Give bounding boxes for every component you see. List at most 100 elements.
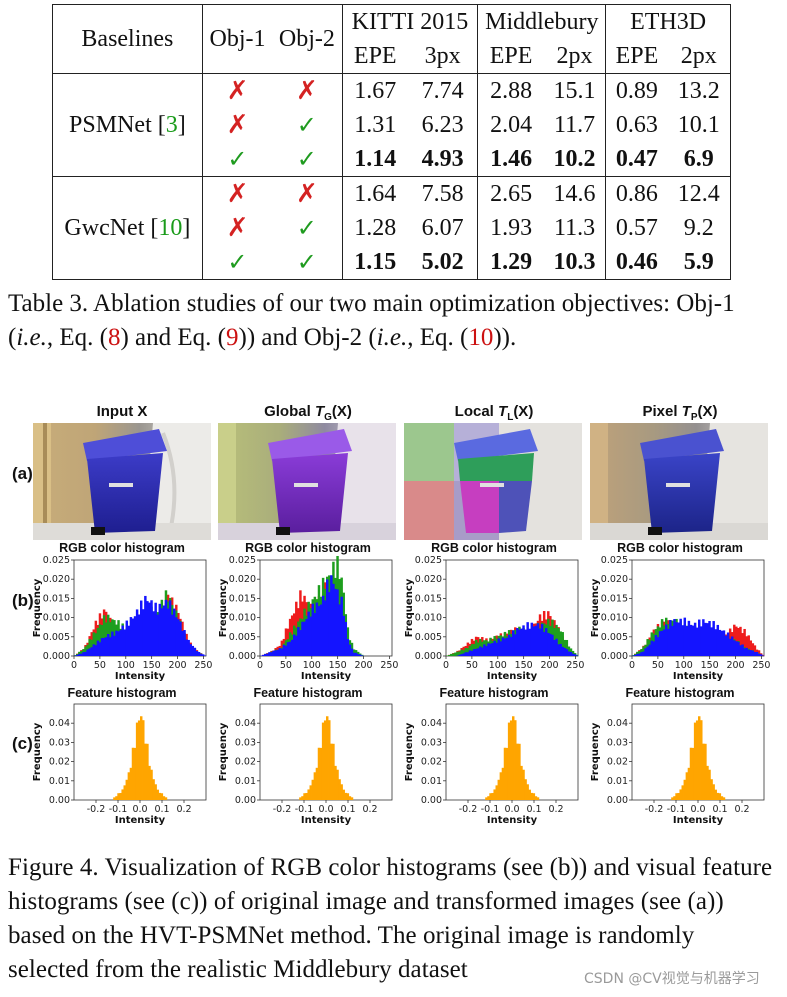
x-tick-label: 0.0: [132, 804, 147, 815]
histogram-bin: [315, 602, 319, 656]
histogram-bin: [152, 611, 155, 656]
histogram-bin: [309, 616, 312, 656]
histogram-bin: [636, 651, 639, 656]
histogram-bin: [710, 627, 713, 656]
histogram-bin: [311, 779, 315, 800]
histogram-bin: [173, 608, 176, 656]
y-tick-label: 0.015: [43, 593, 70, 604]
y-tick-label: 0.015: [601, 593, 628, 604]
histogram-bin: [561, 646, 564, 656]
y-tick-label: 0.02: [421, 757, 442, 768]
series-B: [74, 595, 207, 656]
histogram-bin: [140, 600, 143, 656]
metric-value: 0.47: [605, 142, 668, 177]
histogram-bin: [305, 793, 308, 800]
histogram-bin: [751, 650, 755, 656]
y-axis-label: Frequency: [404, 722, 415, 781]
image-global: [218, 423, 396, 540]
x-tick-label: 100: [675, 660, 693, 671]
histogram-bin: [557, 628, 560, 656]
histogram-bin: [677, 793, 680, 800]
histogram-bin: [323, 720, 327, 800]
x-tick-label: 150: [329, 660, 347, 671]
histogram-bin: [288, 641, 292, 656]
y-tick-label: 0.015: [415, 593, 442, 604]
histogram-bin: [330, 575, 333, 656]
y-tick-label: 0.020: [43, 574, 70, 585]
x-tick-label: 0: [443, 660, 449, 671]
metric-value: 11.3: [543, 211, 607, 245]
image-local: [404, 423, 582, 540]
rgb-histogram-global: 0 50 100 150 200 250 0.000 0.005 0.010 0.015 0.020…: [218, 556, 398, 682]
histogram-bin: [319, 604, 323, 656]
histogram-bin: [334, 588, 337, 656]
obj2-mark: ✓: [272, 211, 343, 245]
x-tick-label: 0: [257, 660, 263, 671]
histogram-bin: [168, 600, 172, 656]
histogram-bin: [133, 616, 137, 656]
histogram-bin: [675, 622, 678, 656]
x-tick-label: -0.2: [459, 804, 478, 815]
histogram-bin: [561, 632, 564, 656]
histogram-bin: [117, 631, 120, 656]
histogram-bin: [352, 649, 356, 656]
histogram-bin: [547, 632, 550, 656]
series-B: [456, 622, 579, 656]
y-tick-label: 0.01: [49, 776, 70, 787]
histogram-bin: [724, 635, 728, 656]
histogram-bin: [671, 625, 674, 656]
histogram-bin: [340, 784, 343, 800]
histogram-bin: [493, 789, 496, 800]
rgb-hist-title-4: RGB color histogram: [617, 541, 743, 555]
histogram-bin: [538, 628, 542, 656]
histogram-bin: [681, 625, 684, 656]
histogram-bin: [187, 639, 190, 656]
histogram-bin: [726, 632, 730, 656]
histogram-bin: [336, 589, 339, 656]
metric-value: 1.28: [354, 214, 397, 241]
y-tick-label: 0.00: [235, 795, 256, 806]
feat-hist-title-1: Feature histogram: [67, 686, 177, 700]
metric-value: 1.14: [342, 142, 408, 177]
histogram-bin: [722, 797, 726, 800]
metric-value: 7.74: [407, 73, 479, 108]
x-tick-label: -0.1: [109, 804, 128, 815]
histogram-bin: [348, 796, 352, 800]
y-tick-label: 0.020: [229, 574, 256, 585]
x-tick-label: 50: [652, 660, 664, 671]
histogram-bin: [344, 792, 348, 800]
metric-value: 9.2: [667, 211, 731, 245]
histogram-bin: [733, 640, 736, 656]
histogram-bin: [195, 650, 199, 656]
histogram-bin: [472, 649, 476, 656]
histogram-bin: [499, 641, 503, 656]
header-metric: EPE: [342, 39, 408, 74]
y-axis-label: Frequency: [32, 578, 43, 637]
y-tick-label: 0.025: [229, 556, 256, 566]
histogram-bin: [280, 648, 284, 656]
x-tick-label: 250: [752, 660, 770, 671]
histogram-bin: [162, 605, 166, 656]
histogram-bin: [125, 779, 129, 800]
histogram-bin: [520, 765, 523, 800]
x-tick-label: 0: [71, 660, 77, 671]
ablation-table: Baselines Obj-1 Obj-2 KITTI 2015 Middlebury E…: [52, 4, 731, 280]
obj2-mark: ✗: [272, 73, 343, 108]
histogram-bin: [193, 647, 197, 656]
histogram-bin: [753, 652, 757, 656]
x-tick-label: 0.0: [504, 804, 519, 815]
histogram-bin: [712, 621, 715, 656]
metric-value: 1.67: [354, 77, 397, 104]
histogram-bin: [700, 720, 703, 800]
metric-value: 11.7: [543, 108, 607, 142]
y-axis-label: Frequency: [590, 578, 601, 637]
histogram-bin: [450, 653, 453, 656]
rgb-histogram-pixel: 0 50 100 150 200 250 0.000 0.005 0.010 0.015 0.020…: [590, 556, 770, 682]
header-eth3d: ETH3D: [605, 4, 731, 39]
histogram-bin: [481, 647, 484, 656]
histogram-bin: [290, 639, 294, 656]
histogram-bin: [654, 635, 658, 656]
histogram-bin: [728, 638, 732, 656]
histogram-bin: [160, 793, 164, 800]
histogram-bin: [755, 652, 759, 656]
